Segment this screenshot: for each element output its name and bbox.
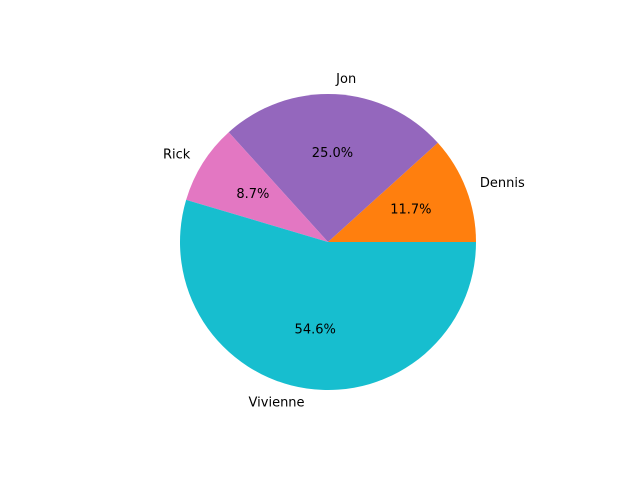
pie-labels: Dennis 11.7% Jon 25.0% Rick 8.7% Vivienne 54.6% (163, 72, 525, 411)
percent-label-jon: 25.0% (312, 146, 353, 161)
percent-label-dennis: 11.7% (390, 203, 431, 218)
slice-label-jon: Jon (335, 72, 356, 87)
pie-slice-jon (228, 93, 438, 242)
pie-slices (180, 93, 476, 391)
slice-label-vivienne: Vivienne (249, 396, 305, 411)
slice-label-rick: Rick (163, 148, 191, 163)
pie-slice-dennis (328, 142, 476, 242)
pie-slice-vivienne (180, 199, 476, 391)
percent-label-rick: 8.7% (236, 187, 269, 202)
pie-slice-rick (186, 132, 328, 242)
percent-label-vivienne: 54.6% (295, 322, 336, 337)
slice-label-dennis: Dennis (480, 176, 525, 191)
